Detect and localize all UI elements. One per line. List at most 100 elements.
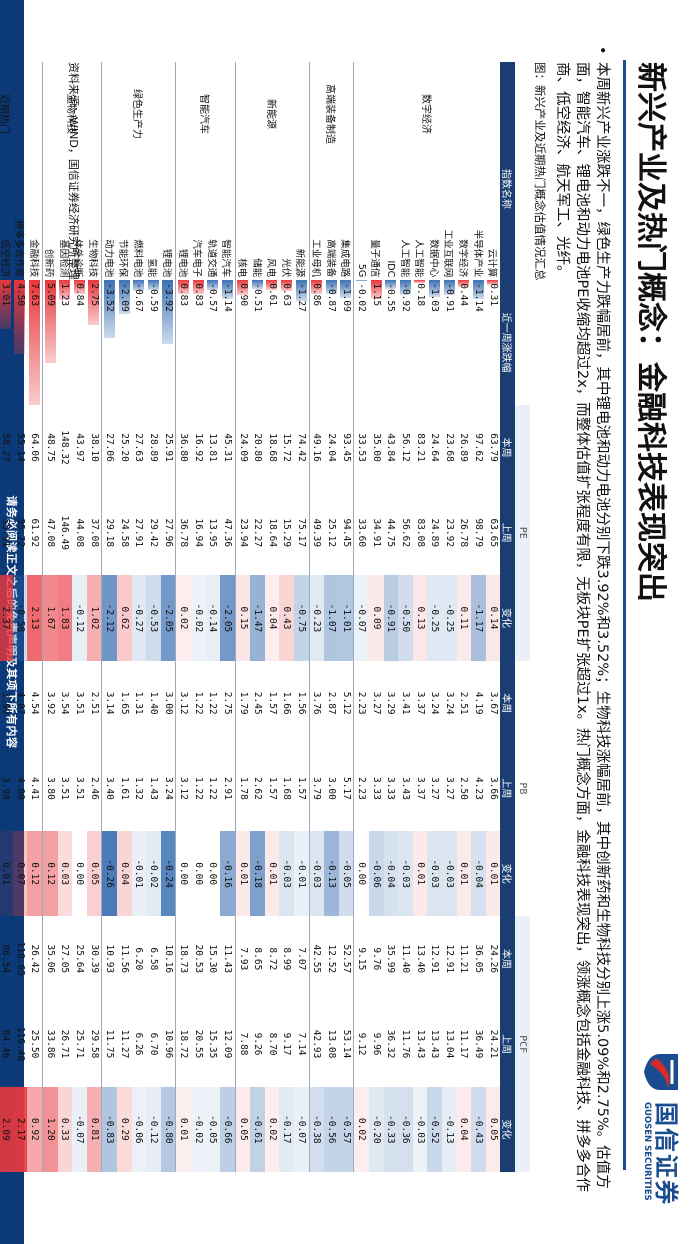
pcf-change: 0.04	[456, 1086, 472, 1172]
table-row: 数字经济 0.44 26.89 26.78 0.11 2.51 2.50 0.01 11.21 1…	[456, 62, 472, 1172]
pb-this-week: 3.00	[162, 691, 174, 715]
pb-last-week: 3.27	[429, 776, 441, 800]
logo-chinese-name: 国信证券	[652, 1102, 680, 1206]
pb-last-week: 3.98	[0, 776, 12, 800]
pe-last-week: 27.96	[162, 518, 174, 548]
pe-change: 0.02	[175, 575, 191, 661]
weekly-change-cell: -1.14	[220, 280, 235, 405]
pcf-last-week: 12.09	[221, 1029, 233, 1059]
pcf-last-week: 9.17	[281, 1032, 293, 1056]
pb-last-week: 2.91	[221, 776, 233, 800]
sector-label: 新能源	[235, 62, 310, 166]
pcf-change: 0.02	[353, 1086, 370, 1172]
weekly-change-value: -0.51	[252, 283, 264, 312]
weekly-change-value: 7.63	[29, 283, 41, 307]
pe-last-week: 146.49	[59, 515, 71, 550]
index-name: 云计算	[486, 248, 498, 278]
weekly-change-cell: -3.92	[161, 280, 176, 405]
pcf-change: -0.33	[383, 1086, 399, 1172]
weekly-change-cell: -0.67	[132, 280, 147, 405]
index-name: 量子通信	[369, 239, 381, 278]
index-name: 氢能	[146, 258, 158, 278]
pe-this-week: 64.06	[29, 433, 41, 462]
pcf-this-week: 18.73	[175, 916, 191, 1002]
pcf-change: 0.33	[57, 1086, 73, 1172]
index-name: 智能汽车	[220, 239, 232, 278]
pcf-last-week: 7.14	[295, 1032, 307, 1056]
pcf-change: -0.05	[205, 1086, 221, 1172]
pb-last-week: 4.41	[29, 776, 41, 800]
pcf-last-week: 13.43	[414, 1029, 426, 1059]
pe-change: -0.14	[205, 575, 221, 661]
pcf-last-week: 42.93	[309, 1001, 325, 1087]
pb-change: -0.01	[131, 831, 147, 917]
pe-last-week: 16.94	[192, 518, 204, 548]
pb-last-week: 5.17	[340, 776, 352, 800]
pcf-change: -0.17	[279, 1086, 295, 1172]
pcf-this-week: 36.05	[473, 944, 485, 974]
pcf-this-week: 25.64	[73, 944, 85, 974]
pb-this-week: 3.37	[414, 691, 426, 715]
table-row: 5G -0.02 33.53 33.60 -0.07 2.23 2.23 0.00 9.15 9.…	[353, 62, 370, 1172]
pe-last-week: 23.92	[443, 518, 455, 548]
index-name: 5G	[353, 165, 370, 281]
pb-change: -0.03	[442, 831, 457, 917]
weekly-change-value: -1.27	[295, 283, 307, 312]
pe-this-week: 26.89	[458, 433, 470, 462]
title-underline	[623, 60, 626, 1170]
table-row: 燃料电池 -0.67 27.63 27.91 -0.27 1.31 1.32 -0.01 6.2…	[131, 62, 147, 1172]
pcf-last-week: 36.32	[385, 1029, 397, 1059]
index-name: 工业母机	[309, 165, 325, 281]
pb-this-week: 3.12	[175, 660, 191, 746]
pb-last-week: 2.23	[353, 745, 370, 832]
pb-this-week: 2.51	[458, 691, 470, 715]
pcf-this-week: 12.52	[326, 944, 338, 974]
sector-label: 高端装备制造	[309, 62, 354, 166]
pcf-last-week: 84.46	[0, 1029, 12, 1059]
weekly-change-value: -0.59	[147, 283, 159, 312]
pcf-last-week: 33.86	[42, 1001, 58, 1087]
weekly-change-cell: 3.01	[0, 280, 13, 405]
weekly-change-value: 5.09	[44, 283, 56, 307]
weekly-change-value: -3.92	[162, 283, 174, 312]
pe-change: -0.91	[383, 575, 399, 661]
pb-last-week: 1.43	[147, 776, 159, 800]
pcf-change: -0.07	[72, 1086, 87, 1172]
table-row: 绿色生产力 锂电池 -3.92 25.91 27.96 -2.05 3.00 3.24 -0.2…	[101, 62, 176, 1172]
index-name: 金融科技	[27, 239, 39, 278]
pcf-this-week: 27.05	[59, 944, 71, 974]
pcf-change: -0.02	[190, 1086, 206, 1172]
source-note: 资料来源：WIND，国信证券经济研究所整理	[67, 62, 80, 280]
pcf-last-week: 11.27	[118, 1029, 130, 1059]
weekly-change-cell: 0.86	[309, 280, 325, 405]
weekly-change-cell: -0.92	[398, 280, 413, 405]
pe-this-week: 27.06	[101, 404, 117, 491]
weekly-change-cell: -1.03	[427, 280, 442, 405]
summary-paragraph: • 本周新兴产业涨跌不一，绿色生产力跌幅居前，其中锂电池和动力电池分别下跌3.9…	[552, 46, 612, 1192]
pe-this-week: 48.75	[42, 404, 58, 491]
pcf-change: -0.83	[101, 1086, 117, 1172]
pe-last-week: 61.92	[29, 518, 41, 548]
pe-last-week: 94.45	[340, 518, 352, 548]
pb-last-week: 3.27	[443, 776, 455, 800]
pb-this-week: 3.54	[59, 691, 71, 715]
weekly-change-cell: -3.52	[101, 280, 117, 405]
pe-this-week: 83.21	[414, 433, 426, 462]
pb-last-week: 3.12	[175, 745, 191, 832]
pcf-change: -0.12	[146, 1086, 161, 1172]
pb-last-week: 1.68	[281, 776, 293, 800]
pcf-this-week: 8.65	[252, 947, 264, 971]
pcf-last-week: 116.48	[14, 1026, 26, 1062]
weekly-change-value: -0.55	[385, 283, 397, 312]
pe-change: -0.25	[442, 575, 457, 661]
weekly-change-value: -0.02	[356, 283, 368, 312]
pe-this-week: 20.80	[252, 433, 264, 462]
table-row: 拼多多合作商 4.50 55.14 55.72 -0.58 4.07 4.00 0.07 118…	[12, 62, 28, 1172]
table-row: 半导体产业 -1.14 97.62 98.79 -1.17 4.19 4.23 -0.04 36…	[471, 62, 486, 1172]
pcf-change: 0.81	[86, 1086, 102, 1172]
weekly-change-cell: 0.90	[235, 280, 251, 405]
weekly-change-cell: -0.02	[353, 280, 370, 405]
pb-change: 0.01	[264, 831, 280, 917]
pe-last-week: 47.08	[42, 490, 58, 576]
index-name: 人工智能	[398, 239, 410, 278]
